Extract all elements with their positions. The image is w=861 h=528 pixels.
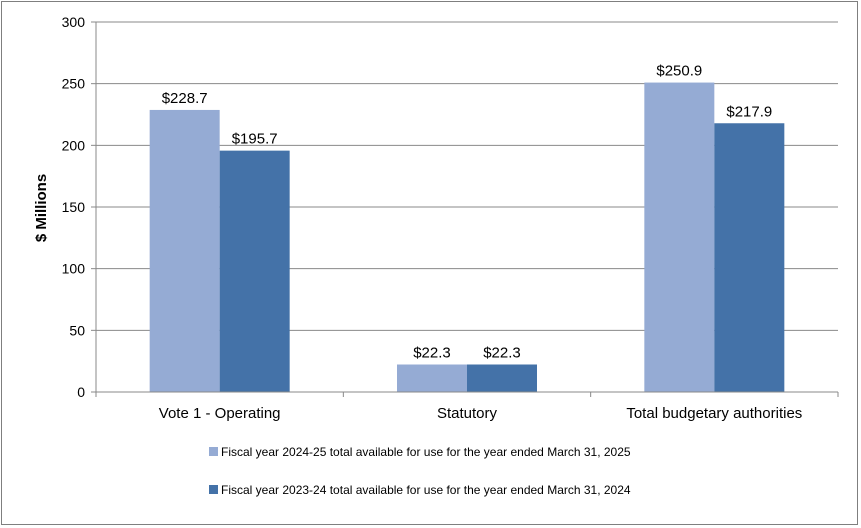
legend-entry: Fiscal year 2024-25 total available for … [221, 445, 631, 459]
bars [149, 82, 785, 393]
bar [397, 364, 467, 392]
legend-swatch [209, 447, 218, 456]
bar [467, 364, 537, 392]
x-tick-label: Total budgetary authorities [626, 405, 802, 422]
y-tick-label: 50 [69, 322, 85, 338]
y-tick-label: 150 [62, 199, 86, 215]
x-tick-label: Vote 1 - Operating [159, 405, 281, 422]
legend-entry: Fiscal year 2023-24 total available for … [221, 483, 631, 497]
y-tick-label: 0 [77, 384, 85, 400]
x-tick-label: Statutory [437, 405, 498, 422]
y-tick-label: 250 [62, 76, 86, 92]
data-label: $22.3 [483, 344, 521, 361]
bar [149, 109, 220, 392]
data-label: $250.9 [656, 63, 702, 80]
bar [714, 123, 785, 393]
legend: Fiscal year 2024-25 total available for … [209, 445, 631, 497]
bar [219, 150, 290, 392]
data-label: $195.7 [232, 131, 278, 148]
legend-swatch [209, 485, 218, 494]
data-label: $217.9 [726, 103, 772, 120]
y-tick-label: 100 [62, 261, 86, 277]
y-axis-title: $ Millions [33, 174, 50, 242]
data-labels: $228.7 $195.7 $22.3 $22.3 $250.9 $217.9 [162, 63, 773, 362]
y-tick-label: 200 [62, 137, 86, 153]
data-label: $228.7 [162, 90, 208, 107]
axes: 0 50 100 150 200 250 300 Vote 1 - Operating Stat… [62, 14, 839, 422]
bar [644, 82, 715, 392]
y-tick-label: 300 [62, 14, 86, 30]
data-label: $22.3 [413, 344, 451, 361]
